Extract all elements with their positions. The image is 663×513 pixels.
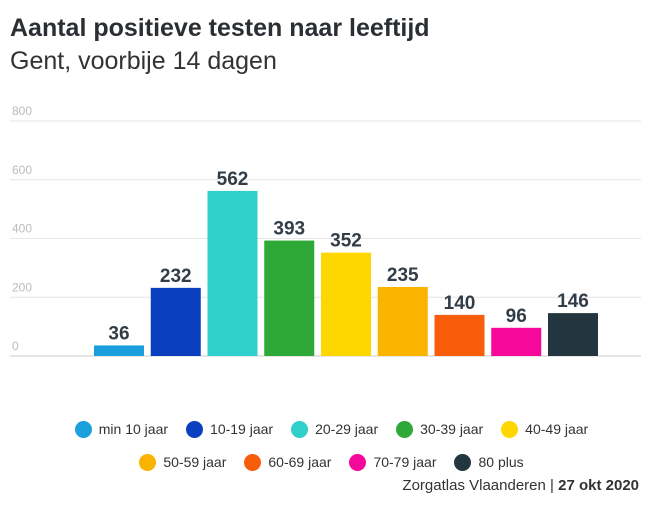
source-date: 27 okt 2020 (558, 477, 639, 494)
bar-value-label: 393 (273, 219, 305, 240)
legend-item[interactable]: 80 plus (454, 453, 524, 471)
bar-value-label: 562 (217, 169, 249, 190)
chart-title: Aantal positieve testen naar leeftijd (10, 14, 430, 42)
bar-60-69-jaar[interactable] (434, 314, 485, 356)
legend-label: 80 plus (478, 454, 524, 470)
bar-50-59-jaar[interactable] (377, 286, 428, 356)
legend-swatch (74, 420, 92, 438)
legend-label: 30-39 jaar (420, 421, 484, 437)
legend-label: min 10 jaar (98, 421, 169, 437)
legend-swatch (291, 420, 309, 438)
bar-10-19-jaar[interactable] (150, 287, 201, 356)
source-separator: | (550, 477, 554, 494)
legend-label: 70-79 jaar (373, 454, 437, 470)
legend-item[interactable]: 40-49 jaar (501, 420, 589, 438)
legend-row: min 10 jaar 10-19 jaar 20-29 jaar 30-39 jaa… (0, 418, 663, 440)
legend-label: 40-49 jaar (525, 421, 589, 437)
bar-40-49-jaar[interactable] (321, 252, 371, 356)
legend-swatch (349, 453, 367, 471)
legend-swatch (396, 420, 414, 438)
legend-label: 10-19 jaar (210, 421, 274, 437)
y-tick-label: 800 (12, 104, 32, 118)
bar-value-label: 36 (108, 323, 129, 344)
bar-value-label: 140 (444, 293, 476, 314)
bar-value-label: 235 (387, 265, 419, 286)
legend-swatch (454, 453, 472, 471)
legend-swatch (186, 420, 204, 438)
bar-min-10-jaar[interactable] (94, 345, 144, 356)
legend-label: 60-69 jaar (268, 454, 332, 470)
legend-item[interactable]: 70-79 jaar (349, 453, 437, 471)
legend-item[interactable]: 50-59 jaar (139, 453, 227, 471)
y-tick-label: 400 (12, 222, 32, 236)
bar-30-39-jaar[interactable] (264, 240, 315, 356)
bar-80-plus[interactable] (548, 313, 598, 356)
legend-item[interactable]: 30-39 jaar (396, 420, 484, 438)
legend-label: 50-59 jaar (163, 454, 227, 470)
legend-swatch (244, 453, 262, 471)
legend: min 10 jaar 10-19 jaar 20-29 jaar 30-39 jaa… (0, 418, 663, 484)
legend-item[interactable]: 10-19 jaar (186, 420, 274, 438)
legend-item[interactable]: 60-69 jaar (244, 453, 332, 471)
bar-20-29-jaar[interactable] (207, 190, 258, 356)
bar-value-label: 232 (160, 266, 192, 287)
bar-value-label: 96 (506, 306, 527, 327)
chart-subtitle: Gent, voorbije 14 dagen (10, 47, 277, 75)
bar-value-label: 352 (330, 231, 362, 252)
legend-item[interactable]: 20-29 jaar (291, 420, 379, 438)
source-name: Zorgatlas Vlaanderen (402, 477, 546, 494)
legend-label: 20-29 jaar (315, 421, 379, 437)
bar-chart: 0 200 400 600 800 36 232 562 393 352 235 140 96 146 (10, 104, 641, 357)
bar-70-79-jaar[interactable] (491, 327, 542, 356)
y-tick-label: 600 (12, 163, 32, 177)
legend-item[interactable]: min 10 jaar (74, 420, 169, 438)
source-credit: Zorgatlas Vlaanderen | 27 okt 2020 (402, 477, 639, 494)
bar-value-label: 146 (557, 291, 589, 312)
legend-swatch (501, 420, 519, 438)
y-tick-label: 200 (12, 280, 32, 294)
legend-row: 50-59 jaar 60-69 jaar 70-79 jaar 80 plus (0, 451, 663, 473)
y-tick-label: 0 (12, 339, 19, 353)
legend-swatch (139, 453, 157, 471)
